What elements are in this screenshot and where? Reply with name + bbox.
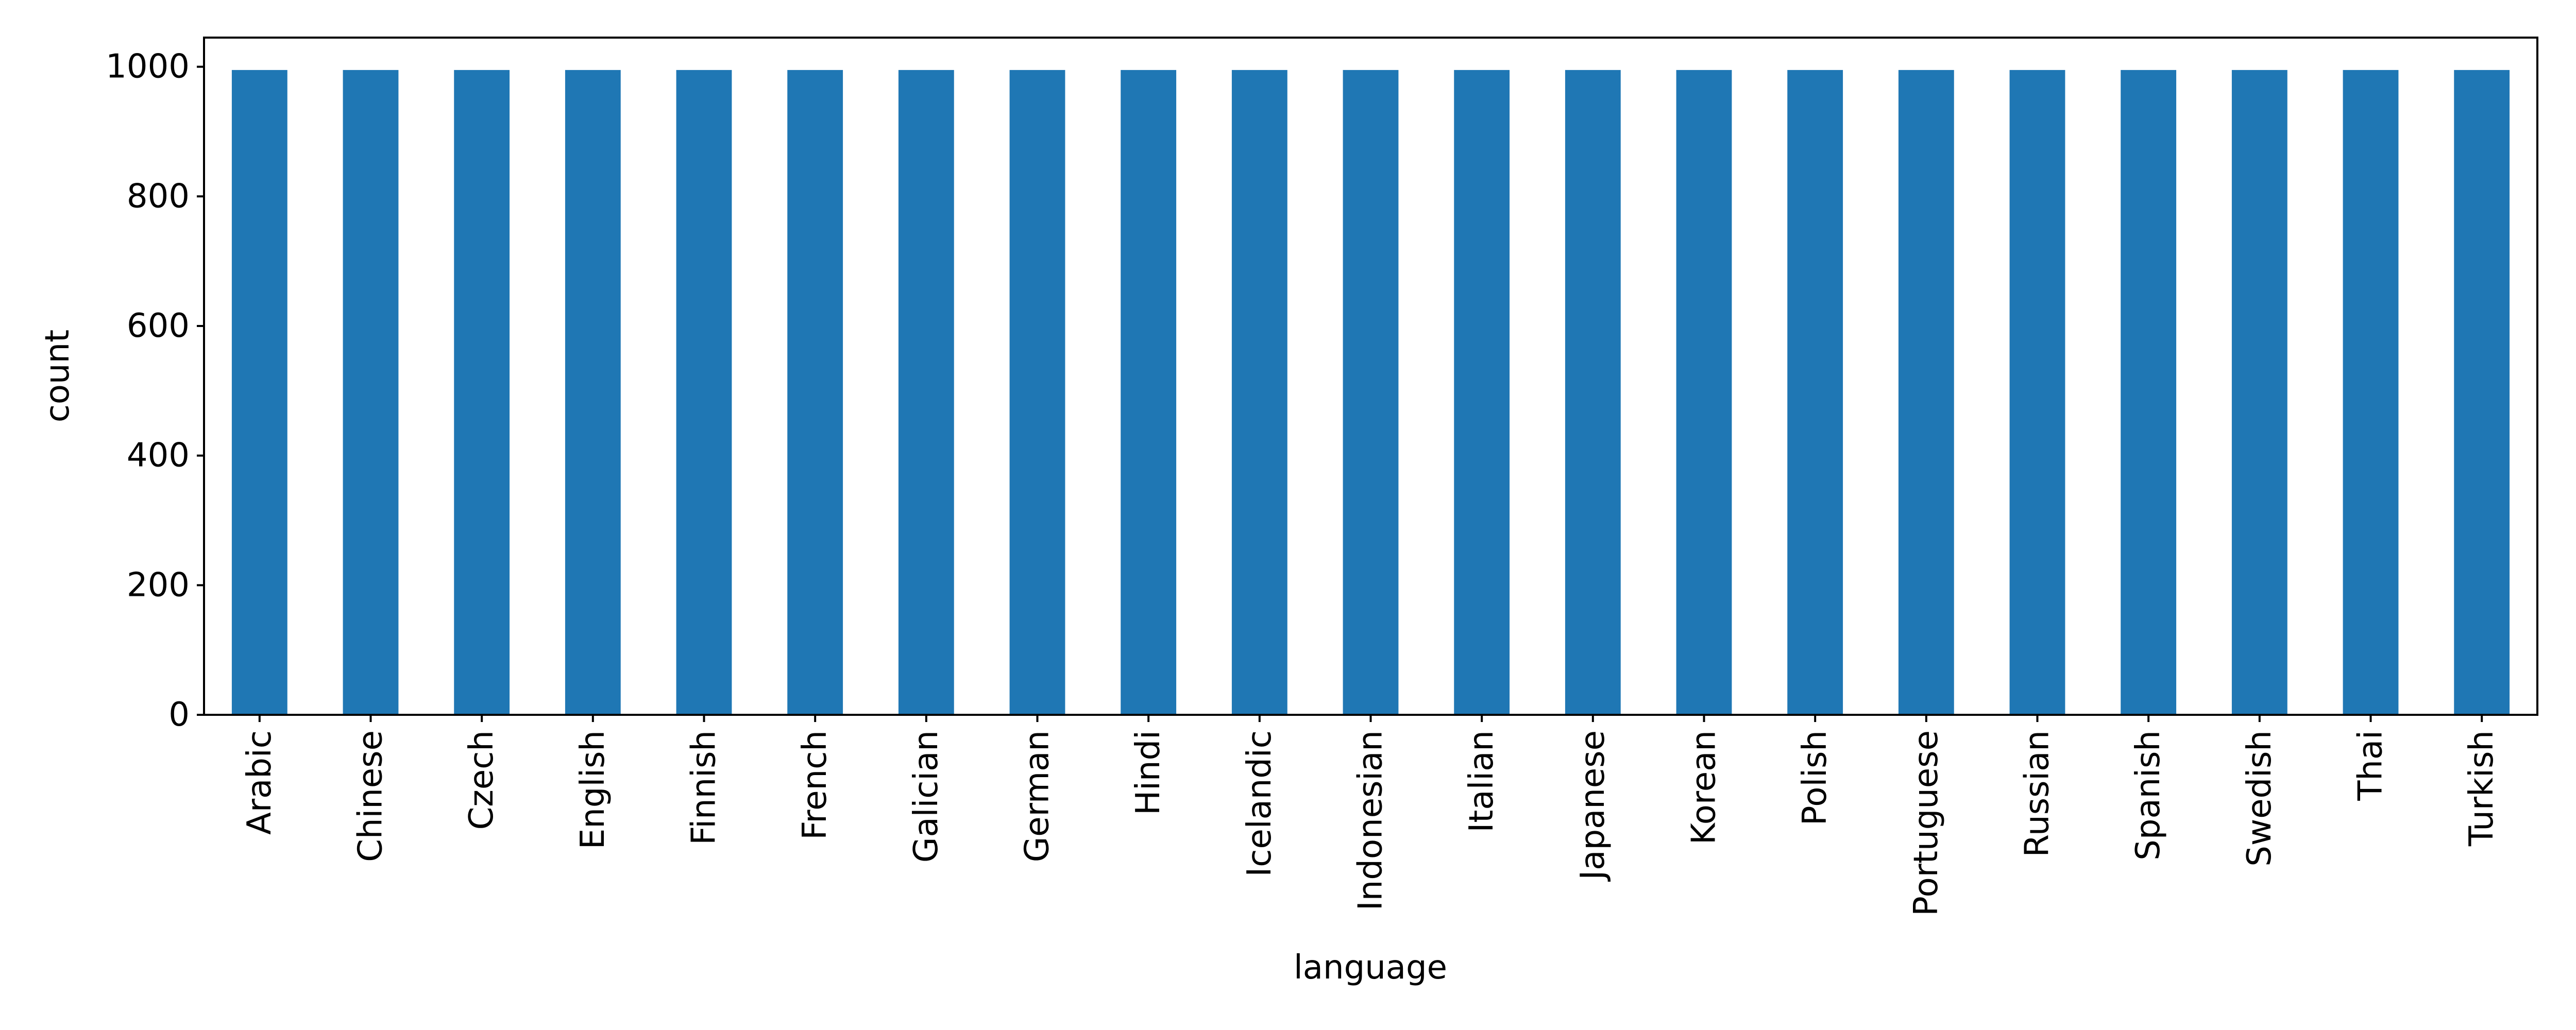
x-axis: Arabic Chinese Czech English Finnish French Ga…	[241, 715, 2501, 916]
bar-japanese	[1565, 70, 1621, 715]
y-axis-label: count	[39, 330, 77, 423]
bar-chinese	[343, 70, 399, 715]
x-tick-label: Japanese	[1574, 730, 1612, 882]
y-tick-label: 200	[127, 566, 190, 604]
x-tick-label: Finnish	[685, 730, 723, 845]
bar-czech	[454, 70, 510, 715]
bar-spanish	[2121, 70, 2177, 715]
bar-english	[565, 70, 621, 715]
x-tick-label: Icelandic	[1241, 730, 1279, 877]
bar-french	[787, 70, 843, 715]
x-tick-label: Galician	[907, 730, 945, 863]
x-tick-label: Swedish	[2241, 730, 2279, 867]
x-tick-label: Turkish	[2463, 730, 2501, 847]
x-tick-label: Polish	[1796, 730, 1834, 826]
bar-italian	[1454, 70, 1510, 715]
bar-arabic	[231, 70, 287, 715]
x-tick-label: Spanish	[2129, 730, 2167, 861]
x-tick-label: Italian	[1463, 730, 1501, 833]
x-tick-label: Korean	[1685, 730, 1723, 845]
bar-russian	[2009, 70, 2065, 715]
bar-polish	[1787, 70, 1843, 715]
bar-icelandic	[1231, 70, 1287, 715]
x-tick-label: Indonesian	[1352, 730, 1390, 911]
y-tick-label: 400	[127, 437, 190, 475]
bars-layer	[231, 70, 2510, 715]
x-tick-label: Czech	[463, 730, 501, 830]
x-axis-label: language	[1294, 949, 1447, 987]
x-tick-label: German	[1019, 730, 1057, 862]
bar-german	[1009, 70, 1065, 715]
bar-turkish	[2454, 70, 2510, 715]
y-tick-label: 600	[127, 307, 190, 345]
y-tick-label: 800	[127, 177, 190, 215]
bar-hindi	[1121, 70, 1177, 715]
y-tick-label: 1000	[106, 48, 190, 86]
bar-indonesian	[1343, 70, 1399, 715]
y-tick-label: 0	[168, 696, 190, 734]
bar-galician	[898, 70, 954, 715]
x-tick-label: Chinese	[352, 730, 390, 862]
bar-finnish	[676, 70, 732, 715]
x-tick-label: Thai	[2352, 730, 2390, 801]
x-tick-label: French	[796, 730, 834, 840]
bar-swedish	[2231, 70, 2287, 715]
x-tick-label: Arabic	[241, 730, 279, 835]
x-tick-label: English	[574, 730, 612, 849]
x-tick-label: Portuguese	[1907, 730, 1945, 916]
x-tick-label: Russian	[2019, 730, 2057, 857]
y-axis: 0 200 400 600 800 1000	[106, 48, 204, 734]
bar-korean	[1676, 70, 1732, 715]
x-tick-label: Hindi	[1129, 730, 1167, 815]
bar-thai	[2343, 70, 2399, 715]
bar-portuguese	[1898, 70, 1954, 715]
